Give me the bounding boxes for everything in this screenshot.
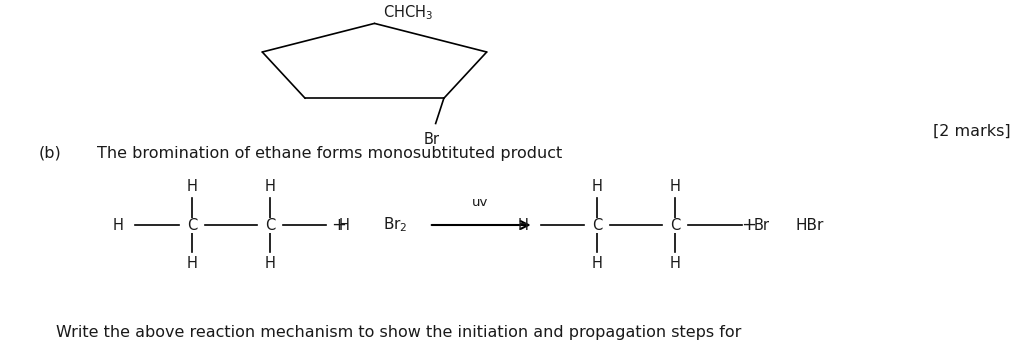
Text: H: H [265,179,275,194]
Text: [2 marks]: [2 marks] [933,124,1011,139]
Text: Br: Br [424,132,439,148]
Text: +: + [742,216,756,234]
Text: C: C [670,217,680,233]
Text: Br: Br [754,217,771,233]
Text: uv: uv [472,196,488,209]
Text: H: H [592,256,602,271]
Text: H: H [187,179,197,194]
Text: HBr: HBr [795,217,824,233]
Text: C: C [592,217,602,233]
Text: H: H [670,179,680,194]
Text: H: H [112,217,123,233]
Text: CHCH$_3$: CHCH$_3$ [383,3,433,22]
Text: +: + [331,216,346,234]
Text: H: H [187,256,197,271]
Text: H: H [592,179,602,194]
Text: Write the above reaction mechanism to show the initiation and propagation steps : Write the above reaction mechanism to sh… [56,325,742,341]
Text: C: C [265,217,275,233]
Text: H: H [339,217,350,233]
Text: H: H [265,256,275,271]
Text: Br$_2$: Br$_2$ [383,216,407,234]
Text: H: H [670,256,680,271]
Text: (b): (b) [39,145,62,161]
Text: The bromination of ethane forms monosubtituted product: The bromination of ethane forms monosubt… [97,145,562,161]
Text: C: C [187,217,197,233]
Text: H: H [517,217,528,233]
